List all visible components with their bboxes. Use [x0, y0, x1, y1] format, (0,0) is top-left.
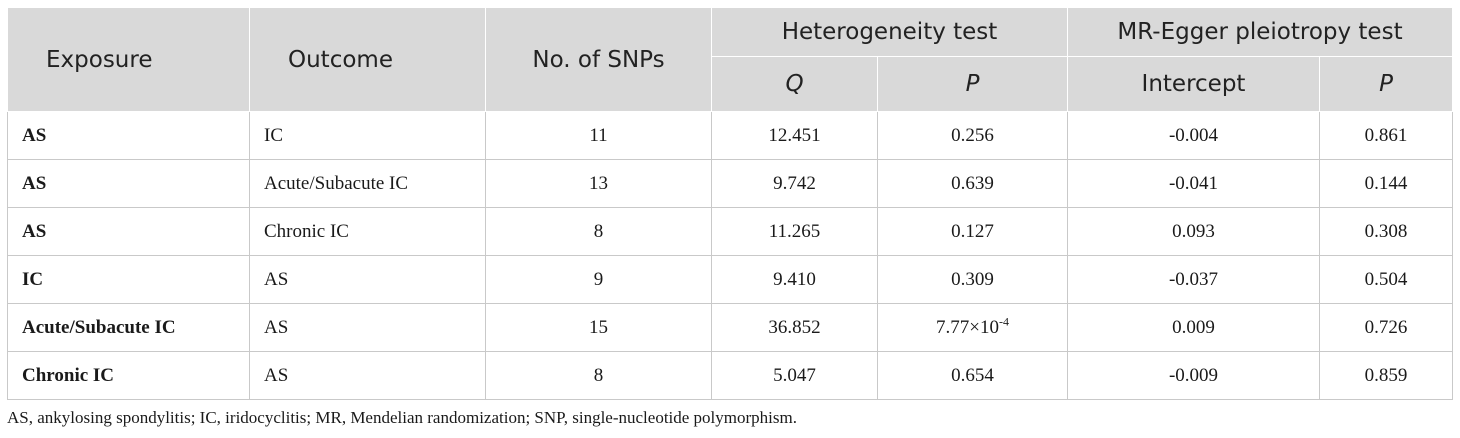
cell-p-value: 0.654	[951, 364, 994, 386]
cell-exposure: AS	[7, 207, 250, 256]
cell-p-value: 0.256	[951, 124, 994, 146]
cell-snps: 11	[485, 111, 712, 160]
table-body: AS IC 11 12.451 0.256 -0.004 0.861 AS Ac…	[7, 111, 1453, 400]
results-table-container: Exposure Outcome No. of SNPs Heterogenei…	[7, 7, 1453, 400]
cell-p-egger: 0.861	[1319, 111, 1453, 160]
cell-p-heterogeneity: 0.127	[877, 207, 1068, 256]
cell-q: 9.742	[711, 159, 878, 208]
cell-intercept: -0.037	[1067, 255, 1320, 304]
table-row: Chronic IC AS 8 5.047 0.654 -0.009 0.859	[7, 351, 1453, 400]
table-footnote: AS, ankylosing spondylitis; IC, iridocyc…	[7, 408, 797, 427]
header-p-egger: P	[1319, 56, 1453, 112]
table-row: AS Acute/Subacute IC 13 9.742 0.639 -0.0…	[7, 159, 1453, 208]
cell-p-egger: 0.726	[1319, 303, 1453, 352]
cell-p-egger: 0.859	[1319, 351, 1453, 400]
cell-p-heterogeneity: 7.77×10-4	[877, 303, 1068, 352]
cell-outcome: AS	[249, 255, 486, 304]
cell-exposure: Chronic IC	[7, 351, 250, 400]
cell-p-heterogeneity: 0.256	[877, 111, 1068, 160]
cell-q: 9.410	[711, 255, 878, 304]
results-table: Exposure Outcome No. of SNPs Heterogenei…	[7, 7, 1453, 400]
header-q: Q	[711, 56, 878, 112]
cell-exposure: AS	[7, 111, 250, 160]
table-row: AS IC 11 12.451 0.256 -0.004 0.861	[7, 111, 1453, 160]
cell-q: 12.451	[711, 111, 878, 160]
cell-outcome: Chronic IC	[249, 207, 486, 256]
header-intercept: Intercept	[1067, 56, 1320, 112]
header-exposure: Exposure	[7, 7, 250, 112]
cell-outcome: AS	[249, 303, 486, 352]
cell-outcome: Acute/Subacute IC	[249, 159, 486, 208]
table-row: IC AS 9 9.410 0.309 -0.037 0.504	[7, 255, 1453, 304]
header-p-heterogeneity: P	[877, 56, 1068, 112]
cell-q: 5.047	[711, 351, 878, 400]
cell-p-value: 7.77×10	[936, 316, 999, 338]
cell-intercept: 0.009	[1067, 303, 1320, 352]
cell-p-value: 0.309	[951, 268, 994, 290]
cell-exposure: AS	[7, 159, 250, 208]
cell-p-heterogeneity: 0.654	[877, 351, 1068, 400]
cell-exposure: Acute/Subacute IC	[7, 303, 250, 352]
cell-intercept: -0.041	[1067, 159, 1320, 208]
cell-outcome: AS	[249, 351, 486, 400]
table-header: Exposure Outcome No. of SNPs Heterogenei…	[7, 7, 1453, 112]
cell-p-value: 0.639	[951, 172, 994, 194]
cell-snps: 9	[485, 255, 712, 304]
cell-q: 11.265	[711, 207, 878, 256]
table-row: Acute/Subacute IC AS 15 36.852 7.77×10-4…	[7, 303, 1453, 352]
cell-p-egger: 0.308	[1319, 207, 1453, 256]
cell-p-exponent: -4	[998, 314, 1009, 329]
cell-intercept: -0.009	[1067, 351, 1320, 400]
cell-snps: 13	[485, 159, 712, 208]
header-egger: MR-Egger pleiotropy test	[1067, 7, 1453, 57]
cell-q: 36.852	[711, 303, 878, 352]
table-row: AS Chronic IC 8 11.265 0.127 0.093 0.308	[7, 207, 1453, 256]
cell-exposure: IC	[7, 255, 250, 304]
header-outcome: Outcome	[249, 7, 486, 112]
cell-p-value: 0.127	[951, 220, 994, 242]
cell-p-egger: 0.144	[1319, 159, 1453, 208]
cell-p-egger: 0.504	[1319, 255, 1453, 304]
cell-outcome: IC	[249, 111, 486, 160]
cell-snps: 15	[485, 303, 712, 352]
cell-snps: 8	[485, 207, 712, 256]
header-snps: No. of SNPs	[485, 7, 712, 112]
cell-snps: 8	[485, 351, 712, 400]
cell-p-heterogeneity: 0.309	[877, 255, 1068, 304]
cell-intercept: 0.093	[1067, 207, 1320, 256]
header-heterogeneity: Heterogeneity test	[711, 7, 1068, 57]
cell-p-heterogeneity: 0.639	[877, 159, 1068, 208]
cell-intercept: -0.004	[1067, 111, 1320, 160]
